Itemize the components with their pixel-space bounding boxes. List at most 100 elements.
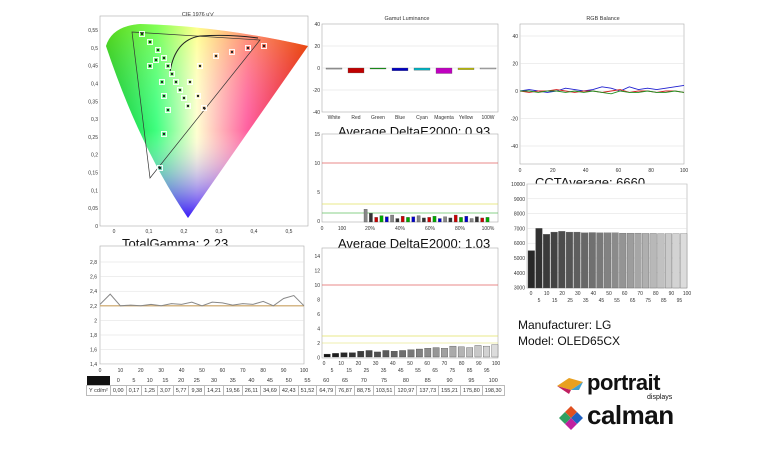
cie-y-tick: 0,4 — [91, 81, 98, 87]
gamut-svg: Gamut Luminance 40 20 0 -20 -40 White Red Green… — [313, 16, 499, 121]
cie-target-point — [197, 63, 203, 69]
cct-bar — [672, 233, 680, 289]
manufacturer-label: Manufacturer: LG — [518, 318, 612, 332]
cie-measured-point — [160, 80, 164, 84]
cct-bar — [680, 233, 688, 289]
cie-chart: CIE 1976 u'v' 0,55 0,5 0,45 0,4 0,35 0,3 0,25 0… — [80, 8, 310, 238]
delta2-bar — [390, 351, 398, 358]
cie-target-point — [185, 103, 191, 109]
cie-y-tick: 0,25 — [88, 135, 98, 141]
cie-y-tick: 0,15 — [88, 171, 98, 177]
cie-measured-point — [202, 106, 206, 110]
gamut-x-label: Cyan — [416, 115, 428, 121]
delta1-bar — [448, 217, 453, 223]
rgb-x-tick: 20 — [550, 168, 556, 174]
gamma-x-tick: 20 — [138, 368, 144, 374]
rgb-y-tick: -20 — [511, 117, 518, 123]
delta1-bar — [469, 218, 474, 223]
gamut-x-label: Magenta — [434, 115, 454, 121]
gamma-x-tick: 30 — [158, 368, 164, 374]
table-cell: 5,77 — [172, 385, 190, 396]
cct-x-tick: 10 — [544, 291, 550, 297]
delta2-bar — [399, 350, 406, 358]
gamut-y-tick: 20 — [314, 44, 320, 50]
delta1-bar — [432, 216, 437, 223]
delta2-x-tick-secondary: 65 — [432, 368, 438, 374]
table-header-cell: 30 — [210, 377, 218, 384]
cie-target-point — [161, 93, 167, 99]
table-cell: 175,80 — [459, 385, 483, 396]
cie-x-tick: 0,3 — [216, 229, 223, 235]
calman-text: calman — [587, 400, 674, 430]
delta2-x-tick: 10 — [338, 361, 344, 367]
delta1-bar — [438, 218, 442, 223]
model-label: Model: OLED65CX — [518, 334, 621, 348]
cie-y-tick: 0,5 — [91, 46, 98, 52]
cie-measured-point — [186, 104, 190, 108]
cie-y-tick: 0,2 — [91, 153, 98, 159]
cie-title: CIE 1976 u'v' — [182, 12, 214, 18]
table-cell: 14,21 — [204, 385, 224, 396]
cie-measured-point — [148, 64, 152, 68]
gamma-x-tick: 50 — [199, 368, 205, 374]
cie-target-point — [229, 49, 235, 55]
cie-planckian-locus — [169, 34, 259, 73]
cie-target-point — [161, 131, 167, 137]
cct-x-tick: 50 — [606, 291, 612, 297]
cct-x-tick: 70 — [637, 291, 643, 297]
cie-measured-point — [174, 80, 178, 84]
cie-target-point — [153, 57, 159, 63]
delta2-bar — [323, 353, 331, 358]
delta1-bar — [416, 215, 421, 223]
delta1-bar — [475, 216, 479, 223]
gamma-y-tick: 1,6 — [90, 348, 97, 354]
cct-bar — [543, 234, 551, 289]
delta2-bar — [332, 353, 339, 358]
gamma-x-tick: 40 — [179, 368, 185, 374]
cct-bar — [604, 232, 611, 289]
table-swatch — [86, 376, 111, 386]
delta1-bar — [363, 209, 368, 223]
gamma-x-tick: 80 — [260, 368, 266, 374]
cct-bar — [596, 232, 604, 289]
table-cell: 76,87 — [335, 385, 355, 396]
gamma-y-tick: 2,8 — [90, 260, 97, 266]
table-header-cell: 70 — [360, 377, 367, 384]
delta2-bar — [474, 345, 482, 358]
table-cell: 0,17 — [125, 385, 143, 396]
table-header-cell: 5 — [132, 377, 136, 384]
cie-y-tick: 0,35 — [88, 99, 98, 105]
cie-points — [139, 31, 267, 171]
cie-y-tick: 0,55 — [88, 28, 98, 34]
rgb-x-tick: 60 — [616, 168, 622, 174]
delta2-bar — [416, 348, 423, 358]
delta2-bar — [357, 351, 365, 358]
delta2-x-tick-secondary: 85 — [467, 368, 473, 374]
cct-y-tick: 9000 — [514, 197, 525, 203]
rgb-y-tick: 40 — [512, 34, 518, 40]
rgb-y-tick: 0 — [515, 89, 518, 95]
table-cell: 88,75 — [353, 385, 374, 396]
gamut-bar — [391, 67, 409, 71]
delta2-x-tick: 90 — [476, 361, 482, 367]
cie-measured-point — [198, 64, 202, 68]
gamma-x-tick: 0 — [99, 368, 102, 374]
cie-measured-point — [214, 54, 218, 58]
table-header-cell: 50 — [285, 377, 292, 384]
delta2-x-tick: 50 — [407, 361, 413, 367]
cie-y-tick: 0,1 — [91, 188, 98, 194]
gamma-chart: 2,8 2,6 2,4 2,2 2 1,8 1,6 1,4 0 10 20 30 40 50 60 70 80 9… — [86, 245, 308, 376]
cct-chart: 10000 9000 8000 7000 6000 5000 4000 3000 0 10 20 30… — [505, 182, 691, 309]
delta1-bar — [453, 214, 458, 223]
gamut-bar — [369, 67, 387, 70]
delta2-x-tick: 80 — [459, 361, 465, 367]
cct-bar — [664, 233, 672, 289]
rgb-x-tick: 100 — [680, 168, 689, 174]
gamut-x-label: Yellow — [459, 115, 474, 121]
delta2-x-tick: 100 — [492, 361, 501, 367]
table-cell: 42,43 — [278, 385, 299, 396]
delta2-bar — [449, 345, 457, 358]
cct-x-tick-secondary: 45 — [599, 298, 605, 304]
cie-target-point — [157, 165, 163, 171]
delta1-svg: 15 10 5 00 100 20% 40% 60% 80% 100% — [314, 132, 499, 232]
